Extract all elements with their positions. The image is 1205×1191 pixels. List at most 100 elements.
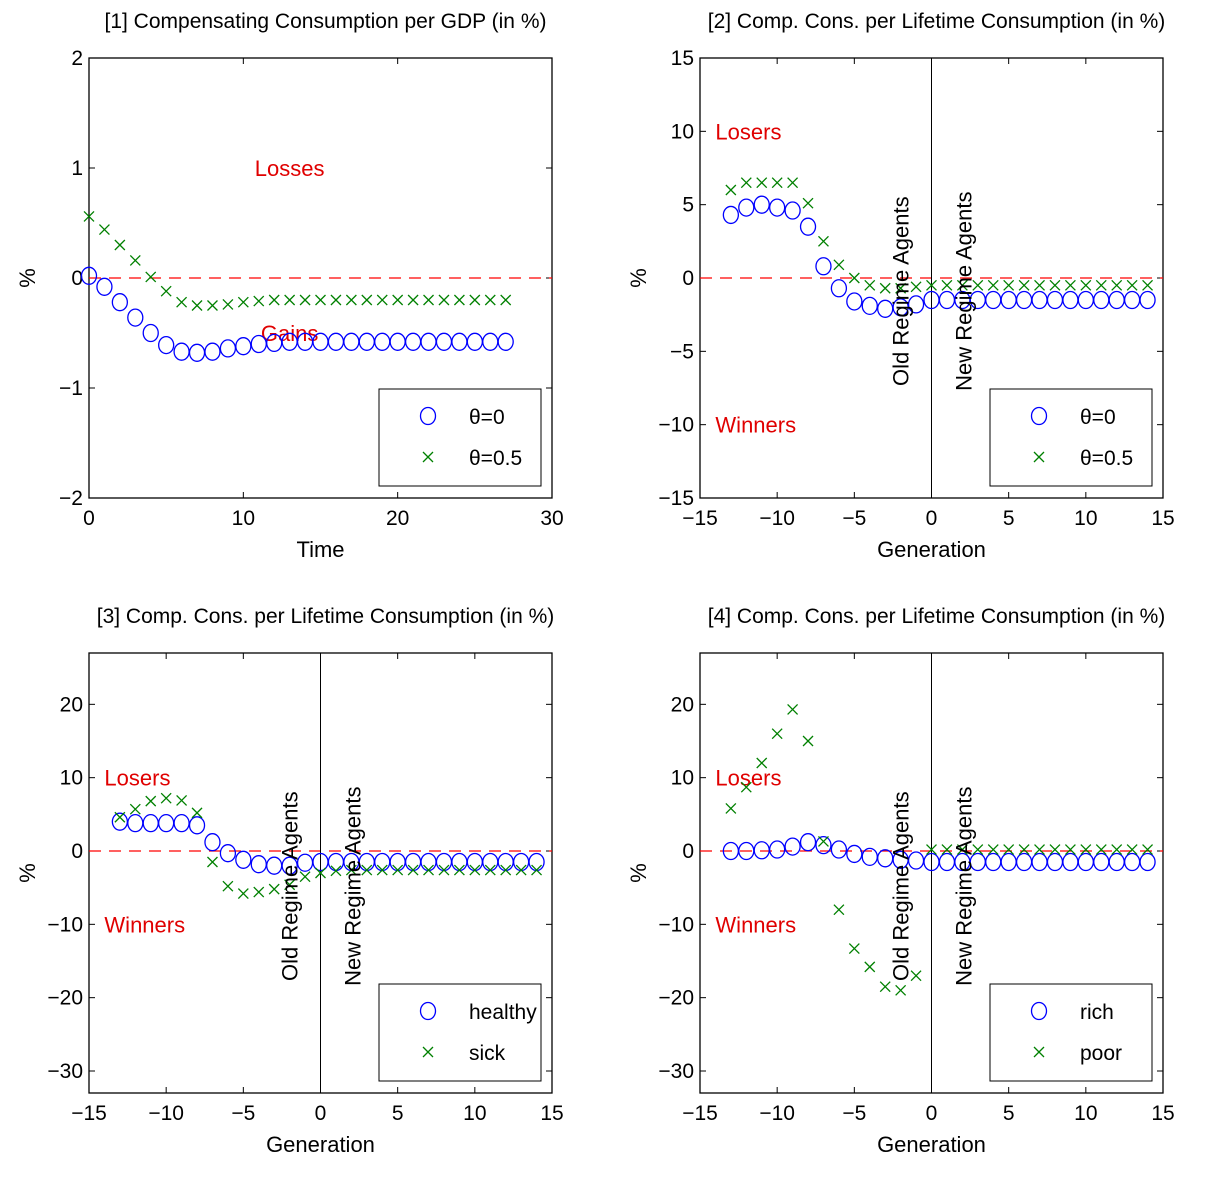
- data-point-circle: [784, 201, 801, 220]
- data-point-cross: [1142, 279, 1154, 291]
- y-tick-label: −1: [59, 377, 83, 400]
- data-point-cross: [438, 864, 450, 876]
- data-point-cross: [453, 864, 465, 876]
- data-point-cross: [361, 864, 373, 876]
- data-point-cross: [98, 224, 110, 236]
- y-axis-label: %: [626, 863, 651, 883]
- data-point-cross: [848, 272, 860, 284]
- data-point-cross: [423, 294, 434, 306]
- x-tick-label: 0: [83, 507, 95, 530]
- data-point-circle: [722, 205, 740, 225]
- data-point-cross: [1064, 279, 1076, 291]
- series-cross: [83, 210, 512, 311]
- data-point-cross: [1018, 844, 1030, 855]
- data-point-circle: [235, 850, 252, 869]
- legend-marker-cross: [422, 451, 434, 463]
- x-tick-label: 0: [315, 1102, 327, 1125]
- y-tick-label: −15: [658, 487, 694, 510]
- data-point-cross: [941, 844, 953, 855]
- y-tick-label: −30: [47, 1060, 83, 1083]
- data-point-cross: [469, 294, 481, 306]
- data-point-cross: [910, 281, 922, 293]
- y-tick-label: −10: [658, 414, 694, 437]
- legend-marker-cross: [1033, 1046, 1045, 1058]
- y-tick-label: 1: [71, 157, 83, 180]
- x-tick-label: −10: [759, 1102, 795, 1125]
- y-tick-label: 0: [682, 840, 694, 863]
- data-point-cross: [1034, 844, 1045, 855]
- data-point-circle: [769, 198, 786, 217]
- data-point-cross: [376, 864, 388, 876]
- data-point-cross: [237, 888, 249, 899]
- data-point-circle: [892, 298, 909, 317]
- data-point-circle: [738, 198, 755, 217]
- legend-label: poor: [1080, 1042, 1122, 1065]
- series-cross: [114, 792, 543, 899]
- data-point-circle: [96, 277, 113, 296]
- new-regime-label: New Regime Agents: [952, 787, 977, 986]
- x-tick-label: −10: [759, 507, 795, 530]
- data-point-cross: [253, 295, 265, 307]
- data-point-cross: [1095, 279, 1107, 291]
- legend-marker-circle: [419, 406, 437, 426]
- legend-marker-cross: [1033, 451, 1045, 463]
- data-point-circle: [1139, 852, 1156, 872]
- legend-box: [378, 388, 542, 487]
- series-circle: [80, 266, 514, 362]
- data-point-circle: [861, 296, 878, 316]
- legend-label: sick: [469, 1042, 506, 1065]
- new-regime-label: New Regime Agents: [952, 192, 977, 391]
- data-point-cross: [864, 279, 876, 291]
- data-point-cross: [237, 296, 249, 308]
- losers-annotation: Losers: [104, 766, 170, 791]
- data-point-cross: [725, 803, 737, 814]
- data-point-circle: [784, 837, 801, 856]
- data-point-cross: [484, 294, 496, 306]
- data-point-cross: [879, 282, 891, 294]
- panel-3-comp-cons-health: −15 −10 −5 0 5 10 15 −30 −20 −10 0 10 20 [3] Comp. Co…: [15, 605, 564, 1157]
- series-circle: [722, 195, 1156, 318]
- data-point-circle: [127, 308, 144, 327]
- data-point-cross: [191, 300, 203, 311]
- y-tick-label: 0: [71, 267, 83, 290]
- legend-box: [378, 983, 542, 1082]
- x-tick-label: −5: [842, 507, 866, 530]
- x-tick-label: 0: [926, 1102, 938, 1125]
- x-tick-label: 5: [1003, 1102, 1015, 1125]
- legend-label: θ=0.5: [469, 447, 522, 470]
- data-point-cross: [361, 294, 373, 306]
- y-tick-label: 10: [671, 767, 694, 790]
- data-point-cross: [802, 735, 814, 747]
- data-point-cross: [1049, 279, 1061, 291]
- data-point-cross: [1034, 279, 1045, 291]
- data-point-circle: [235, 337, 252, 356]
- legend-label: θ=0: [469, 406, 505, 429]
- data-point-circle: [497, 332, 514, 351]
- data-point-cross: [284, 879, 296, 891]
- y-tick-label: −10: [47, 913, 83, 936]
- data-point-circle: [799, 217, 817, 236]
- data-point-circle: [111, 293, 129, 312]
- data-point-cross: [972, 279, 984, 291]
- data-point-cross: [1003, 279, 1015, 291]
- y-tick-label: −20: [658, 987, 694, 1010]
- data-point-cross: [910, 970, 922, 982]
- data-point-cross: [756, 177, 768, 189]
- data-point-cross: [315, 867, 326, 879]
- data-point-cross: [160, 285, 172, 297]
- chart-title: [4] Comp. Cons. per Lifetime Consumption…: [708, 605, 1166, 628]
- y-axis-label: %: [626, 268, 651, 288]
- data-point-circle: [846, 844, 863, 864]
- data-point-cross: [787, 177, 799, 189]
- data-point-circle: [907, 295, 925, 314]
- data-point-cross: [833, 259, 845, 271]
- data-point-cross: [895, 282, 907, 294]
- series-cross: [725, 177, 1154, 294]
- x-tick-label: 30: [540, 507, 563, 530]
- winners-annotation: Winners: [715, 413, 796, 438]
- data-point-circle: [281, 856, 298, 875]
- data-point-cross: [438, 294, 450, 306]
- series-circle: [722, 833, 1156, 872]
- data-point-cross: [222, 880, 234, 892]
